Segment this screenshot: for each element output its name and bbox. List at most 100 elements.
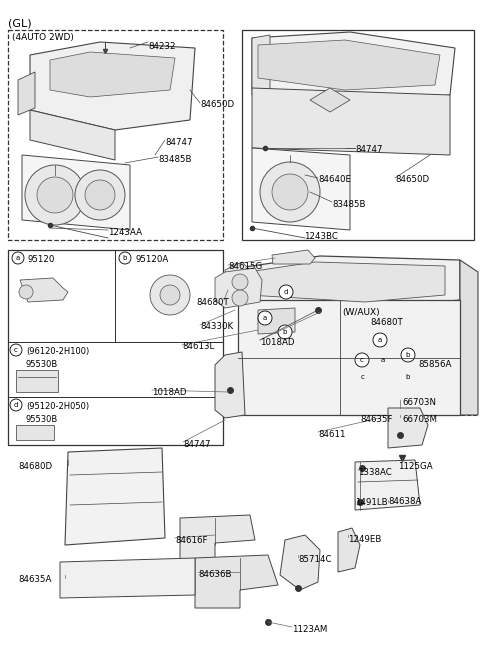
Text: 84613L: 84613L [182,342,214,351]
Circle shape [272,174,308,210]
Polygon shape [248,262,445,302]
Text: 85714C: 85714C [298,555,332,564]
Text: 84615G: 84615G [228,262,262,271]
Text: c: c [14,347,18,353]
Text: 84680T: 84680T [370,318,403,327]
Circle shape [160,285,180,305]
Circle shape [85,180,115,210]
Polygon shape [195,555,278,608]
Bar [8,342,223,397]
Circle shape [355,353,369,367]
Bar [16,370,58,392]
Text: 66703N: 66703N [402,398,436,407]
Text: (96120-2H100): (96120-2H100) [26,347,89,356]
Circle shape [25,165,85,225]
Circle shape [373,333,387,347]
Polygon shape [238,300,460,415]
Circle shape [19,285,33,299]
Text: 84640E: 84640E [318,175,351,184]
Text: 95120A: 95120A [135,255,168,264]
Polygon shape [60,558,195,598]
Text: 84747: 84747 [165,138,192,147]
Circle shape [398,367,418,387]
Polygon shape [310,88,350,112]
Circle shape [373,350,393,370]
Polygon shape [355,460,420,510]
Circle shape [278,325,292,339]
Text: (GL): (GL) [8,18,32,28]
Text: (4AUTO 2WD): (4AUTO 2WD) [12,33,74,42]
Bar [8,30,223,240]
Polygon shape [238,256,460,308]
Polygon shape [18,72,35,115]
Text: 84635F: 84635F [360,415,393,424]
Text: 1125GA: 1125GA [398,462,432,471]
Text: 1018AD: 1018AD [260,338,295,347]
Circle shape [353,367,373,387]
Polygon shape [252,148,350,230]
Circle shape [150,275,190,315]
Circle shape [232,274,248,290]
Polygon shape [338,528,360,572]
Text: 84650D: 84650D [200,100,234,109]
Text: c: c [361,374,365,380]
Polygon shape [180,515,255,562]
Text: 83485B: 83485B [332,200,365,209]
Text: 1018AD: 1018AD [152,388,187,397]
Polygon shape [252,32,455,105]
Polygon shape [215,268,262,308]
Text: 1243BC: 1243BC [304,232,338,241]
Text: a: a [16,255,20,261]
Circle shape [10,399,22,411]
Bar [242,30,474,240]
Text: 1491LB: 1491LB [355,498,388,507]
Text: a: a [263,315,267,321]
Text: 84611: 84611 [318,430,346,439]
Text: b: b [406,352,410,358]
Text: 84650D: 84650D [395,175,429,184]
Text: (W/AUX): (W/AUX) [342,308,380,317]
Text: 95530B: 95530B [26,415,58,424]
Text: 84635A: 84635A [18,575,51,584]
Polygon shape [272,250,315,264]
Text: a: a [381,357,385,363]
Text: 84680D: 84680D [18,462,52,471]
Polygon shape [22,155,130,230]
Polygon shape [50,52,175,97]
Text: b: b [123,255,127,261]
Text: d: d [284,289,288,295]
Bar [8,397,223,445]
Text: 84747: 84747 [183,440,211,449]
Polygon shape [65,448,165,545]
Bar [338,305,476,415]
Polygon shape [460,260,478,415]
Polygon shape [348,333,443,410]
Polygon shape [20,278,68,302]
Polygon shape [388,408,428,448]
Text: 84616F: 84616F [175,536,207,545]
Text: 84747: 84747 [355,145,383,154]
Bar [8,250,115,342]
Text: 84330K: 84330K [200,322,233,331]
Polygon shape [258,40,440,90]
Circle shape [37,177,73,213]
Circle shape [12,252,24,264]
Text: 85856A: 85856A [418,360,451,369]
Bar [115,250,223,342]
Text: 84638A: 84638A [388,497,421,506]
Text: 84636B: 84636B [198,570,231,579]
Text: 83485B: 83485B [158,155,192,164]
Circle shape [260,162,320,222]
Polygon shape [30,42,195,130]
Polygon shape [280,535,320,590]
Text: 84680T: 84680T [196,298,229,307]
Polygon shape [225,262,250,305]
Circle shape [258,311,272,325]
Text: d: d [14,402,18,408]
Polygon shape [252,35,270,95]
Text: b: b [406,374,410,380]
Circle shape [279,285,293,299]
Text: c: c [360,357,364,363]
Polygon shape [252,88,450,155]
Text: 95120: 95120 [28,255,55,264]
